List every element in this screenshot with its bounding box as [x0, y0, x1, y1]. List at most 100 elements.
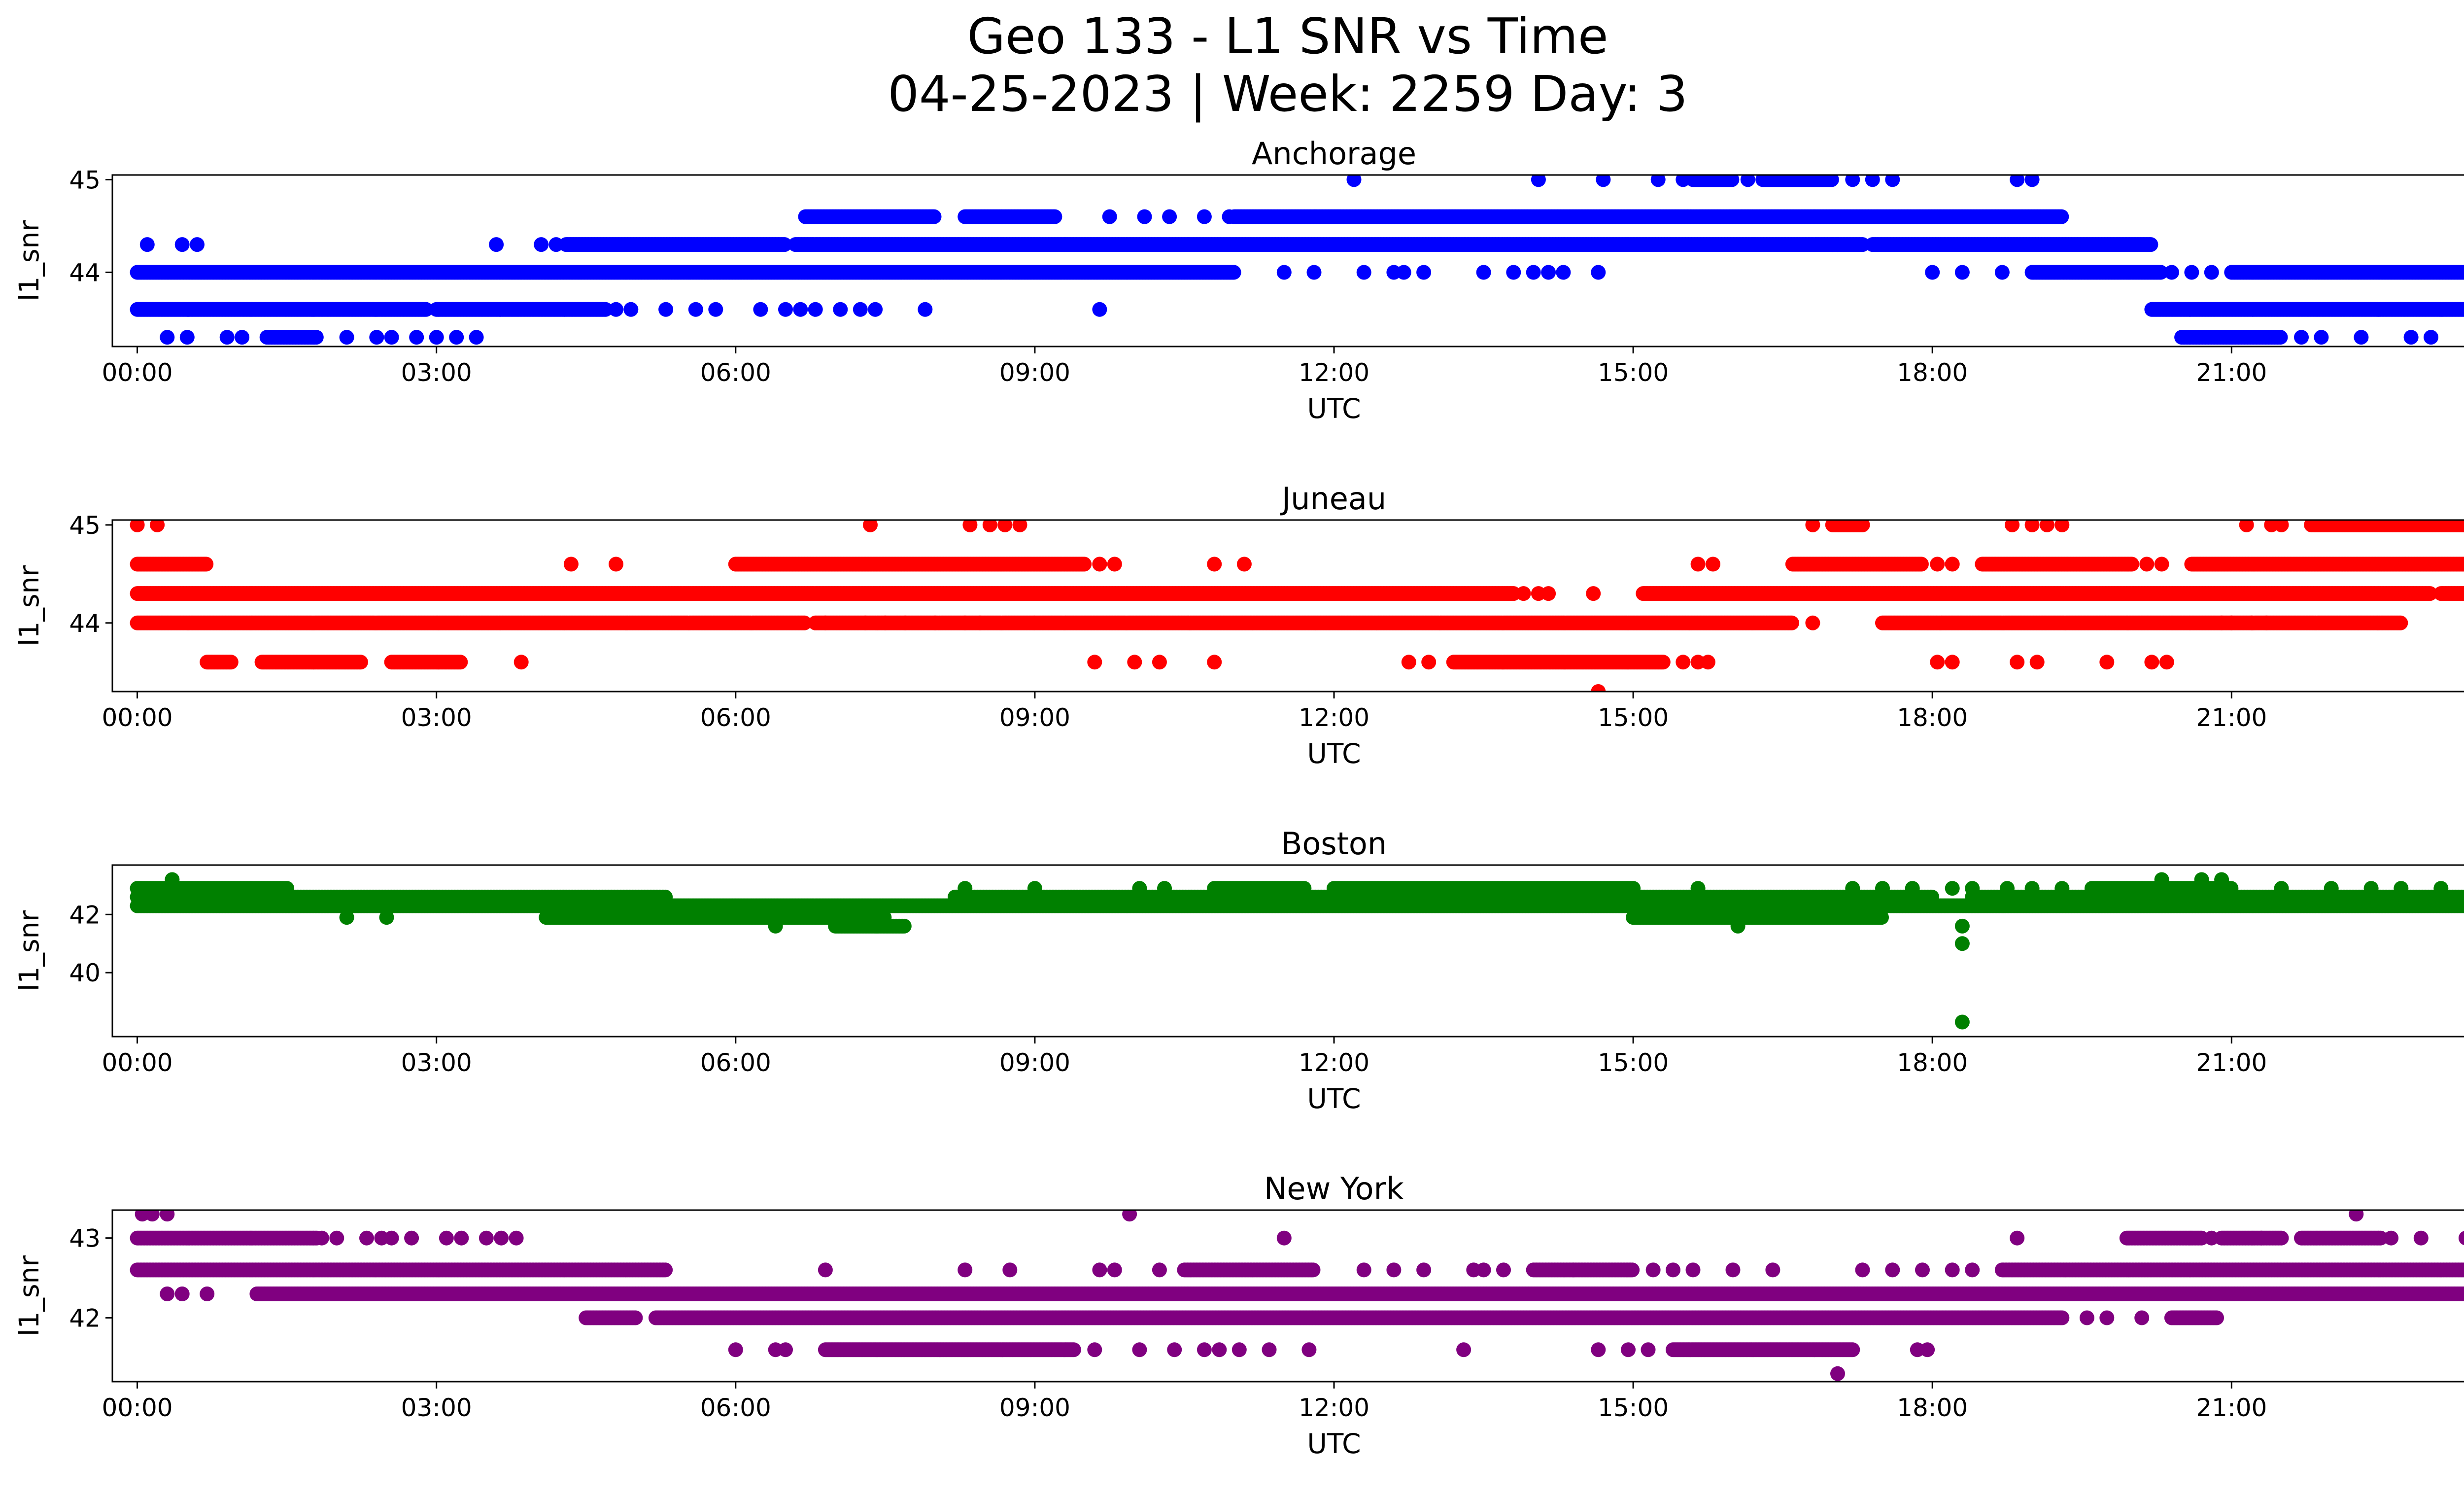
data-point: [1596, 175, 1611, 187]
data-point: [1994, 265, 2010, 280]
data-point: [1925, 265, 1940, 280]
data-point: [1276, 265, 1292, 280]
data-point: [1092, 556, 1107, 572]
data-point: [308, 330, 324, 345]
data-point: [1137, 209, 1152, 224]
data-point: [2024, 175, 2040, 187]
data-point: [1824, 175, 1839, 187]
data-point: [548, 237, 564, 252]
data-point: [1914, 556, 1929, 572]
data-point: [2274, 520, 2289, 532]
data-point: [1162, 209, 1177, 224]
data-point: [179, 330, 195, 345]
data-point: [1356, 265, 1371, 280]
data-point: [1197, 209, 1212, 224]
data-point: [1476, 265, 1491, 280]
data-point: [2204, 265, 2219, 280]
data-point: [1865, 175, 1880, 187]
data-point: [793, 302, 808, 317]
y-axis-label: l1_snr: [13, 220, 45, 301]
data-point: [489, 237, 504, 252]
data-point: [449, 330, 464, 345]
data-point: [339, 330, 354, 345]
data-point: [1047, 209, 1062, 224]
data-point: [1591, 265, 1606, 280]
figure-title: Geo 133 - L1 SNR vs Time: [967, 7, 1608, 65]
data-points: [130, 175, 2464, 345]
figure-subtitle: 04-25-2023 | Week: 2259 Day: 3: [888, 65, 1687, 123]
data-point: [1506, 265, 1521, 280]
data-point: [833, 302, 848, 317]
data-point: [2005, 520, 2020, 532]
data-point: [418, 302, 434, 317]
x-axis-label: UTC: [1307, 393, 1361, 424]
data-point: [1740, 175, 1755, 187]
data-point: [1855, 520, 1870, 532]
data-point: [1207, 556, 1222, 572]
data-point: [863, 520, 878, 532]
data-point: [982, 520, 997, 532]
data-point: [409, 330, 424, 345]
data-point: [219, 330, 235, 345]
data-point: [2462, 267, 2464, 278]
y-tick-label: 44: [69, 259, 101, 287]
data-point: [2054, 520, 2070, 532]
data-point: [1930, 556, 1945, 572]
data-point: [2461, 304, 2464, 315]
data-point: [2294, 330, 2309, 345]
x-tick-label: 06:00: [700, 358, 771, 387]
data-point: [1845, 175, 1860, 187]
data-point: [534, 237, 549, 252]
data-point: [926, 209, 942, 224]
data-point: [2239, 520, 2254, 532]
x-tick-label: 03:00: [401, 358, 472, 387]
data-point: [130, 520, 145, 532]
data-point: [160, 330, 175, 345]
data-point: [1690, 556, 1706, 572]
data-point: [1526, 265, 1541, 280]
data-point: [1531, 175, 1546, 187]
data-point: [2139, 556, 2155, 572]
data-point: [2143, 237, 2158, 252]
data-point: [708, 302, 723, 317]
data-point: [2153, 265, 2168, 280]
data-point: [2024, 520, 2040, 532]
data-point: [853, 302, 868, 317]
data-point: [1954, 265, 1970, 280]
data-point: [2354, 330, 2369, 345]
data-point: [139, 237, 155, 252]
data-point: [1012, 520, 1027, 532]
data-point: [598, 302, 613, 317]
data-point: [2314, 330, 2329, 345]
data-point: [777, 237, 792, 252]
data-point: [469, 330, 484, 345]
data-points: [130, 520, 2464, 692]
data-point: [623, 302, 639, 317]
x-tick-label: 18:00: [1897, 358, 1968, 387]
data-point: [808, 302, 823, 317]
data-point: [688, 302, 703, 317]
x-tick-label: 15:00: [1598, 358, 1669, 387]
data-point: [2124, 556, 2139, 572]
data-point: [2463, 559, 2464, 569]
data-point: [1236, 556, 1252, 572]
data-point: [429, 330, 444, 345]
x-tick-label: 21:00: [2196, 358, 2267, 387]
data-point: [2184, 265, 2199, 280]
data-point: [1092, 302, 1107, 317]
data-point: [1830, 237, 1845, 252]
y-tick-label: 45: [69, 166, 101, 194]
data-point: [609, 556, 623, 572]
data-point: [1346, 175, 1362, 187]
data-point: [609, 302, 623, 317]
data-point: [174, 237, 190, 252]
data-point: [962, 520, 978, 532]
data-point: [2154, 556, 2169, 572]
data-point: [1556, 265, 1571, 280]
data-point: [868, 302, 883, 317]
data-point: [2273, 330, 2288, 345]
